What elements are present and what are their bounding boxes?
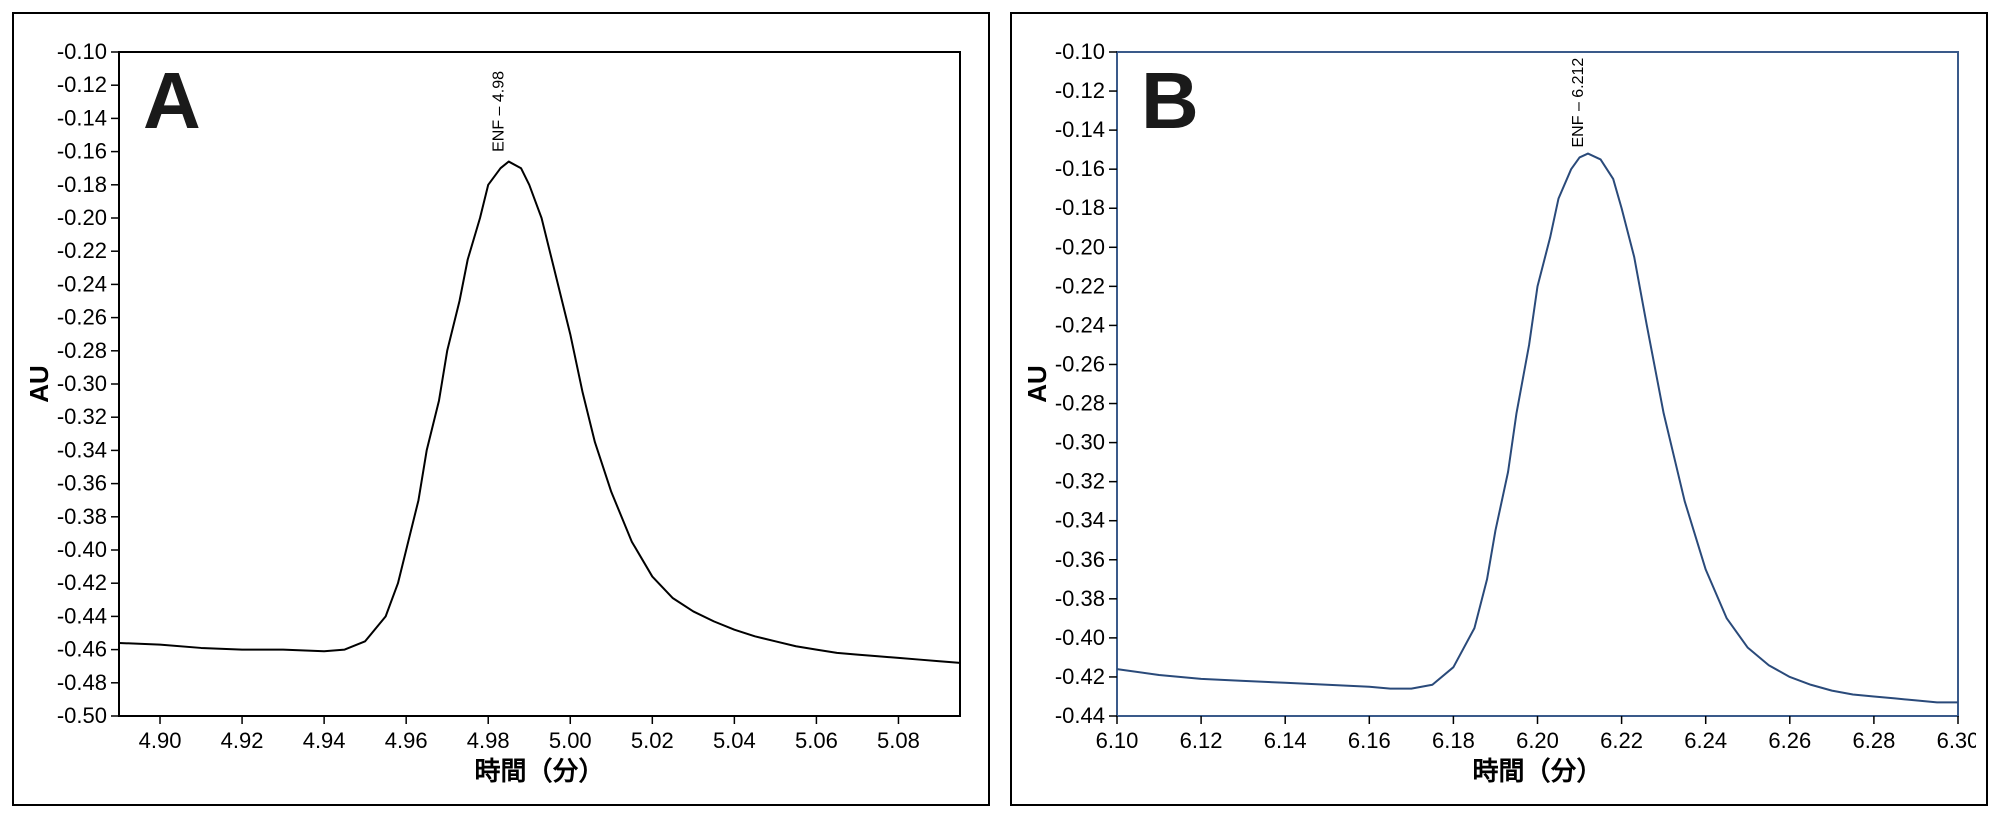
y-tick-label: -0.38	[57, 504, 107, 529]
x-tick-label: 6.24	[1684, 728, 1727, 753]
y-tick-label: -0.42	[1055, 664, 1105, 689]
y-tick-label: -0.20	[57, 205, 107, 230]
y-tick-label: -0.24	[1055, 312, 1105, 337]
peak-label: ENF – 4.98	[491, 71, 508, 152]
y-axis-label: AU	[24, 365, 54, 403]
x-tick-label: 4.90	[139, 728, 182, 753]
peak-label: ENF – 6.212	[1570, 58, 1587, 148]
x-axis-label: 時間（分）	[474, 756, 604, 786]
y-tick-label: -0.10	[57, 39, 107, 64]
x-tick-label: 4.96	[385, 728, 428, 753]
y-tick-label: -0.28	[1055, 391, 1105, 416]
x-tick-label: 6.30	[1937, 728, 1976, 753]
y-tick-label: -0.18	[57, 172, 107, 197]
y-tick-label: -0.46	[57, 637, 107, 662]
y-tick-label: -0.34	[1055, 508, 1105, 533]
y-tick-label: -0.26	[57, 305, 107, 330]
x-tick-label: 6.26	[1768, 728, 1811, 753]
panel-letter: A	[143, 56, 201, 145]
y-tick-label: -0.22	[1055, 273, 1105, 298]
x-tick-label: 6.16	[1348, 728, 1391, 753]
panel-b: -0.44 -0.42 -0.40 -0.38 -0.36 -0.34 -0.32 -0.30…	[1010, 12, 1988, 806]
y-tick-label: -0.10	[1055, 39, 1105, 64]
y-tick-label: -0.16	[1055, 156, 1105, 181]
y-tick-label: -0.50	[57, 703, 107, 728]
y-tick-label: -0.38	[1055, 586, 1105, 611]
y-tick-label: -0.14	[57, 105, 107, 130]
x-tick-label: 5.02	[631, 728, 674, 753]
y-tick-label: -0.28	[57, 338, 107, 363]
y-tick-label: -0.32	[1055, 469, 1105, 494]
y-tick-label: -0.26	[1055, 351, 1105, 376]
y-tick-label: -0.42	[57, 570, 107, 595]
y-tick-label: -0.20	[1055, 234, 1105, 259]
panel-a: -0.50 -0.48 -0.46 -0.44 -0.42 -0.40 -0.38 -0.36…	[12, 12, 990, 806]
x-tick-label: 5.04	[713, 728, 756, 753]
y-tick-label: -0.40	[57, 537, 107, 562]
x-tick-label: 4.92	[221, 728, 264, 753]
x-tick-label: 4.98	[467, 728, 510, 753]
y-tick-label: -0.24	[57, 271, 107, 296]
y-tick-label: -0.14	[1055, 117, 1105, 142]
x-tick-label: 6.14	[1264, 728, 1307, 753]
y-tick-label: -0.44	[1055, 703, 1105, 728]
y-tick-label: -0.18	[1055, 195, 1105, 220]
y-tick-label: -0.12	[1055, 78, 1105, 103]
y-tick-label: -0.30	[1055, 430, 1105, 455]
x-axis-label: 時間（分）	[1472, 756, 1602, 786]
chromatogram-b: -0.44 -0.42 -0.40 -0.38 -0.36 -0.34 -0.32 -0.30…	[1022, 34, 1976, 794]
x-tick-label: 5.00	[549, 728, 592, 753]
chromatogram-a: -0.50 -0.48 -0.46 -0.44 -0.42 -0.40 -0.38 -0.36…	[24, 34, 978, 794]
y-tick-label: -0.32	[57, 404, 107, 429]
y-tick-label: -0.48	[57, 670, 107, 695]
x-tick-label: 6.10	[1096, 728, 1139, 753]
x-tick-label: 6.20	[1516, 728, 1559, 753]
y-tick-label: -0.40	[1055, 625, 1105, 650]
panel-letter: B	[1141, 56, 1199, 145]
x-tick-label: 6.22	[1600, 728, 1643, 753]
y-tick-label: -0.16	[57, 139, 107, 164]
x-tick-label: 5.08	[877, 728, 920, 753]
x-tick-label: 6.28	[1852, 728, 1895, 753]
y-tick-label: -0.12	[57, 72, 107, 97]
y-tick-label: -0.44	[57, 603, 107, 628]
y-tick-label: -0.34	[57, 437, 107, 462]
y-tick-label: -0.36	[1055, 547, 1105, 572]
y-tick-label: -0.36	[57, 471, 107, 496]
x-tick-label: 4.94	[303, 728, 346, 753]
x-tick-label: 6.18	[1432, 728, 1475, 753]
x-tick-label: 5.06	[795, 728, 838, 753]
y-tick-label: -0.30	[57, 371, 107, 396]
y-tick-label: -0.22	[57, 238, 107, 263]
y-axis-label: AU	[1022, 365, 1052, 403]
x-tick-label: 6.12	[1180, 728, 1223, 753]
